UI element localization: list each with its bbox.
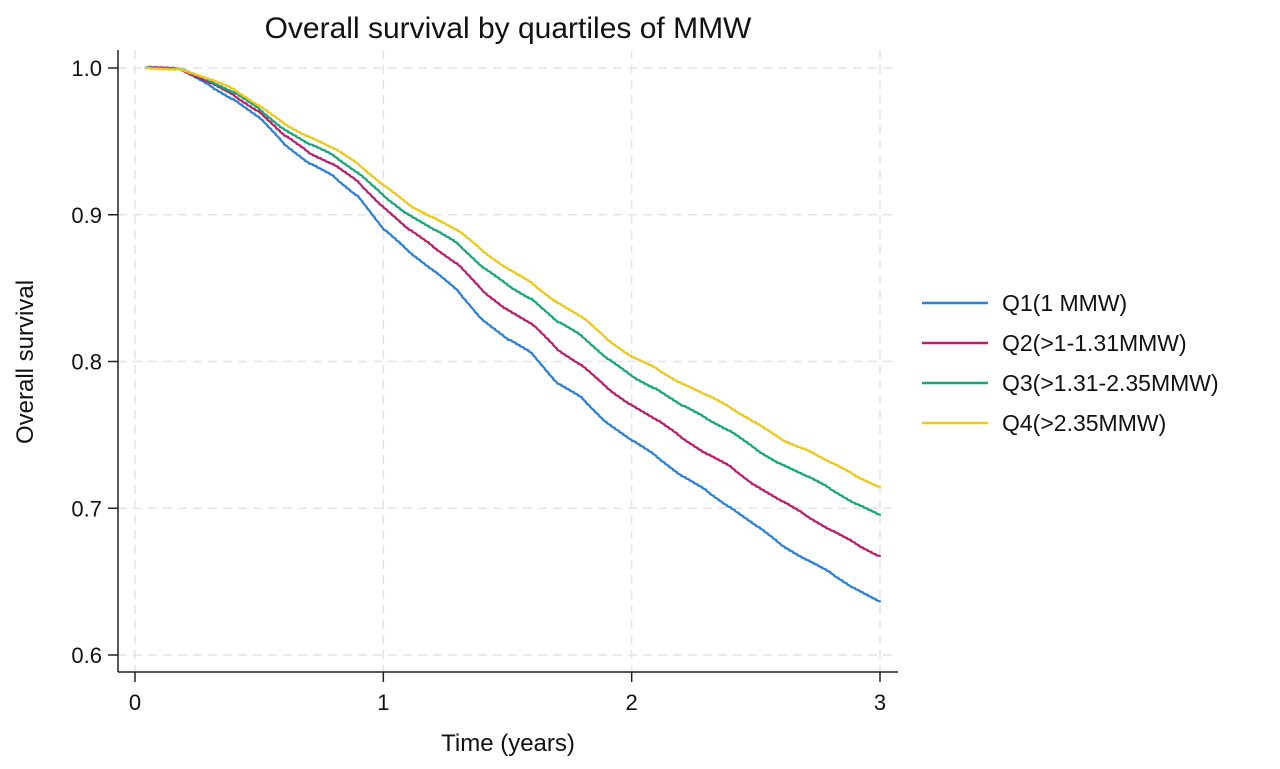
series-line-q1 — [144, 66, 882, 603]
series-lines — [144, 65, 882, 603]
x-axis-title: Time (years) — [441, 730, 575, 757]
ticks: 0.6 0.7 0.8 0.9 1.0 0 1 2 3 — [71, 56, 886, 715]
y-tick-label: 0.7 — [71, 496, 102, 521]
series-line-q3 — [144, 66, 882, 516]
legend-label: Q3(>1.31-2.35MMW) — [1002, 370, 1219, 396]
legend-label: Q1(1 MMW) — [1002, 290, 1127, 316]
legend-label: Q4(>2.35MMW) — [1002, 410, 1166, 436]
legend: Q1(1 MMW) Q2(>1-1.31MMW) Q3(>1.31-2.35MMW)… — [922, 290, 1219, 436]
y-tick-label: 1.0 — [71, 56, 102, 81]
y-tick-label: 0.9 — [71, 203, 102, 228]
grid — [118, 50, 898, 672]
legend-item-q4: Q4(>2.35MMW) — [922, 410, 1166, 436]
x-tick-label: 1 — [377, 690, 389, 715]
x-tick-label: 0 — [129, 690, 141, 715]
y-tick-label: 0.6 — [71, 643, 102, 668]
legend-label: Q2(>1-1.31MMW) — [1002, 330, 1187, 356]
series-line-q2 — [144, 65, 882, 557]
chart-title: Overall survival by quartiles of MMW — [265, 12, 752, 45]
y-axis-title: Overall survival — [12, 280, 39, 444]
legend-item-q3: Q3(>1.31-2.35MMW) — [922, 370, 1219, 396]
series-line-q4 — [144, 66, 882, 488]
x-tick-label: 2 — [626, 690, 638, 715]
legend-item-q2: Q2(>1-1.31MMW) — [922, 330, 1187, 356]
legend-item-q1: Q1(1 MMW) — [922, 290, 1127, 316]
y-tick-label: 0.8 — [71, 350, 102, 375]
x-tick-label: 3 — [874, 690, 886, 715]
